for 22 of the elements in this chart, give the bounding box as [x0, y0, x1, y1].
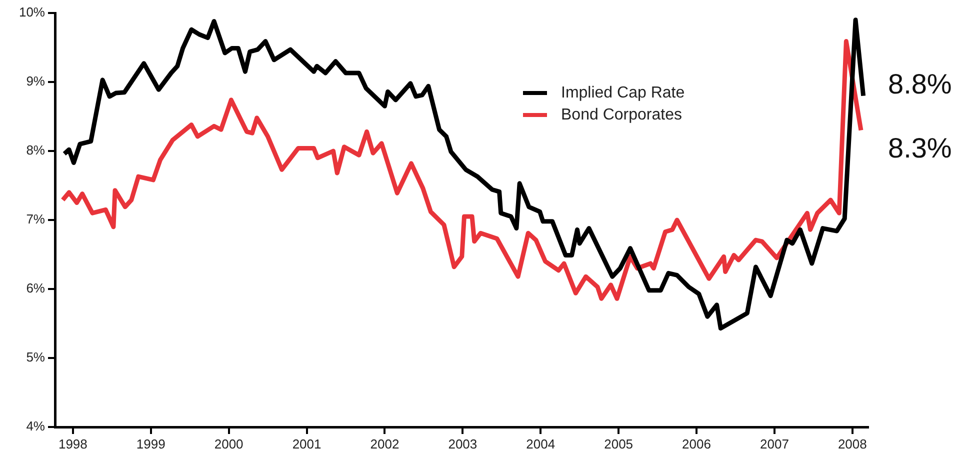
- legend-label: Implied Cap Rate: [561, 84, 685, 102]
- y-tick-label: 6%: [26, 280, 46, 296]
- x-tick-label: 2006: [682, 436, 711, 452]
- x-tick-label: 2008: [838, 436, 867, 452]
- x-tick-label: 2004: [526, 436, 556, 452]
- x-tick-label: 2000: [214, 436, 244, 452]
- y-tick-label: 5%: [26, 350, 46, 365]
- x-tick-label: 2005: [604, 436, 634, 452]
- x-tick-label: 1998: [58, 436, 88, 452]
- x-tick-label: 1999: [136, 436, 166, 452]
- x-tick-label: 2007: [760, 436, 789, 452]
- x-tick-label: 2002: [370, 436, 400, 452]
- y-tick-label: 7%: [26, 212, 46, 227]
- legend-label: Bond Corporates: [561, 106, 682, 124]
- text: 8.3%: [888, 132, 952, 164]
- y-tick-label: 9%: [26, 74, 46, 89]
- x-tick-label: 2001: [292, 436, 322, 452]
- text: 8.8%: [888, 68, 952, 100]
- y-tick-label: 8%: [26, 142, 46, 158]
- x-tick-label: 2003: [448, 436, 478, 452]
- y-tick-label: 10%: [18, 4, 46, 20]
- y-tick-label: 4%: [26, 418, 46, 434]
